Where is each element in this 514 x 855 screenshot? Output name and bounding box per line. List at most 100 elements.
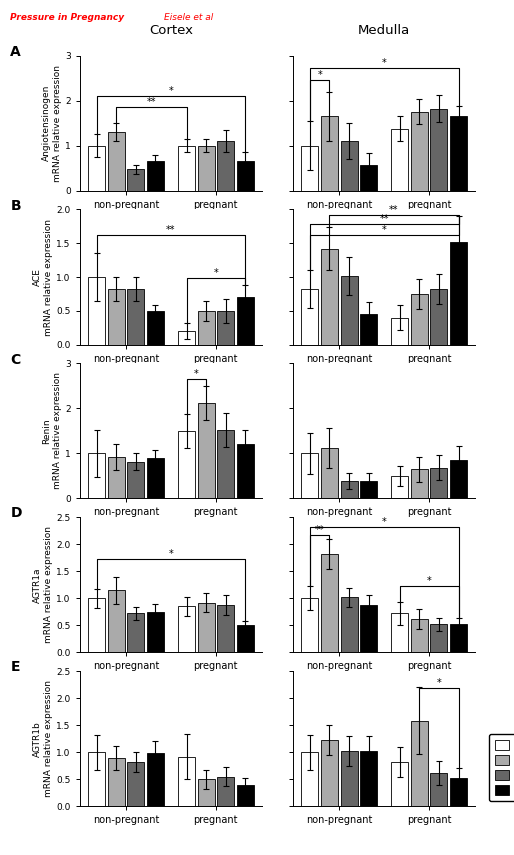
- Bar: [321, 740, 338, 806]
- Text: *: *: [382, 58, 387, 68]
- Bar: [217, 430, 234, 498]
- Text: *: *: [382, 225, 387, 235]
- Text: *: *: [194, 369, 199, 379]
- Y-axis label: Renin
mRNA relative expression: Renin mRNA relative expression: [42, 373, 62, 489]
- Y-axis label: ACE
mRNA relative expression: ACE mRNA relative expression: [33, 219, 53, 335]
- Bar: [178, 431, 195, 498]
- Bar: [431, 109, 447, 191]
- Text: *: *: [317, 70, 322, 80]
- Bar: [360, 752, 377, 806]
- Bar: [237, 625, 254, 652]
- Bar: [321, 249, 338, 345]
- Text: D: D: [10, 506, 22, 521]
- Bar: [88, 598, 105, 652]
- Bar: [411, 721, 428, 806]
- Bar: [341, 752, 358, 806]
- Bar: [217, 311, 234, 345]
- Bar: [217, 776, 234, 806]
- Bar: [341, 598, 358, 652]
- Bar: [431, 468, 447, 498]
- Bar: [450, 460, 467, 498]
- Bar: [301, 145, 318, 191]
- Bar: [360, 604, 377, 652]
- Bar: [197, 603, 214, 652]
- Bar: [147, 612, 164, 652]
- Bar: [450, 778, 467, 806]
- Bar: [391, 476, 408, 498]
- Y-axis label: AGTR1a
mRNA relative expression: AGTR1a mRNA relative expression: [33, 527, 53, 643]
- Bar: [237, 162, 254, 191]
- Bar: [360, 314, 377, 345]
- Bar: [88, 145, 105, 191]
- Bar: [197, 145, 214, 191]
- Bar: [108, 289, 124, 345]
- Bar: [88, 752, 105, 806]
- Bar: [237, 298, 254, 345]
- Text: Medulla: Medulla: [358, 24, 410, 37]
- Text: **: **: [315, 525, 324, 534]
- Bar: [301, 289, 318, 345]
- Bar: [178, 145, 195, 191]
- Bar: [360, 481, 377, 498]
- Bar: [431, 289, 447, 345]
- Text: B: B: [10, 198, 21, 213]
- Text: *: *: [427, 576, 432, 587]
- Bar: [301, 453, 318, 498]
- Bar: [127, 289, 144, 345]
- Text: Cortex: Cortex: [149, 24, 193, 37]
- Text: Eisele et al: Eisele et al: [164, 13, 214, 22]
- Bar: [411, 619, 428, 652]
- Bar: [127, 462, 144, 498]
- Bar: [360, 164, 377, 191]
- Bar: [341, 481, 358, 498]
- Text: **: **: [379, 215, 389, 224]
- Bar: [321, 448, 338, 498]
- Bar: [321, 116, 338, 191]
- Bar: [431, 624, 447, 652]
- Bar: [341, 141, 358, 191]
- Bar: [127, 762, 144, 806]
- Bar: [197, 779, 214, 806]
- Bar: [301, 598, 318, 652]
- Bar: [411, 112, 428, 191]
- Legend: NS, HS, LS, HS/LS: NS, HS, LS, HS/LS: [489, 734, 514, 801]
- Bar: [147, 311, 164, 345]
- Bar: [237, 785, 254, 806]
- Y-axis label: Angiotensinogen
mRNA relative expression: Angiotensinogen mRNA relative expression: [42, 65, 62, 181]
- Text: **: **: [389, 205, 399, 215]
- Bar: [450, 242, 467, 345]
- Bar: [341, 275, 358, 345]
- Bar: [391, 762, 408, 806]
- Bar: [217, 604, 234, 652]
- Bar: [391, 613, 408, 652]
- Text: **: **: [146, 97, 156, 108]
- Text: C: C: [10, 352, 21, 367]
- Bar: [178, 331, 195, 345]
- Text: A: A: [10, 44, 21, 59]
- Bar: [321, 554, 338, 652]
- Bar: [88, 453, 105, 498]
- Bar: [391, 317, 408, 345]
- Text: *: *: [169, 86, 173, 96]
- Text: E: E: [10, 660, 20, 675]
- Bar: [197, 403, 214, 498]
- Bar: [147, 753, 164, 806]
- Text: **: **: [166, 225, 176, 235]
- Bar: [108, 457, 124, 498]
- Bar: [411, 469, 428, 498]
- Bar: [301, 752, 318, 806]
- Bar: [197, 311, 214, 345]
- Y-axis label: AGTR1b
mRNA relative expression: AGTR1b mRNA relative expression: [33, 681, 53, 797]
- Bar: [147, 162, 164, 191]
- Bar: [108, 758, 124, 806]
- Text: *: *: [382, 517, 387, 527]
- Bar: [431, 773, 447, 806]
- Bar: [108, 133, 124, 191]
- Bar: [178, 606, 195, 652]
- Bar: [108, 590, 124, 652]
- Bar: [147, 458, 164, 498]
- Bar: [237, 445, 254, 498]
- Bar: [127, 613, 144, 652]
- Text: Pressure in Pregnancy: Pressure in Pregnancy: [10, 13, 124, 22]
- Bar: [391, 128, 408, 191]
